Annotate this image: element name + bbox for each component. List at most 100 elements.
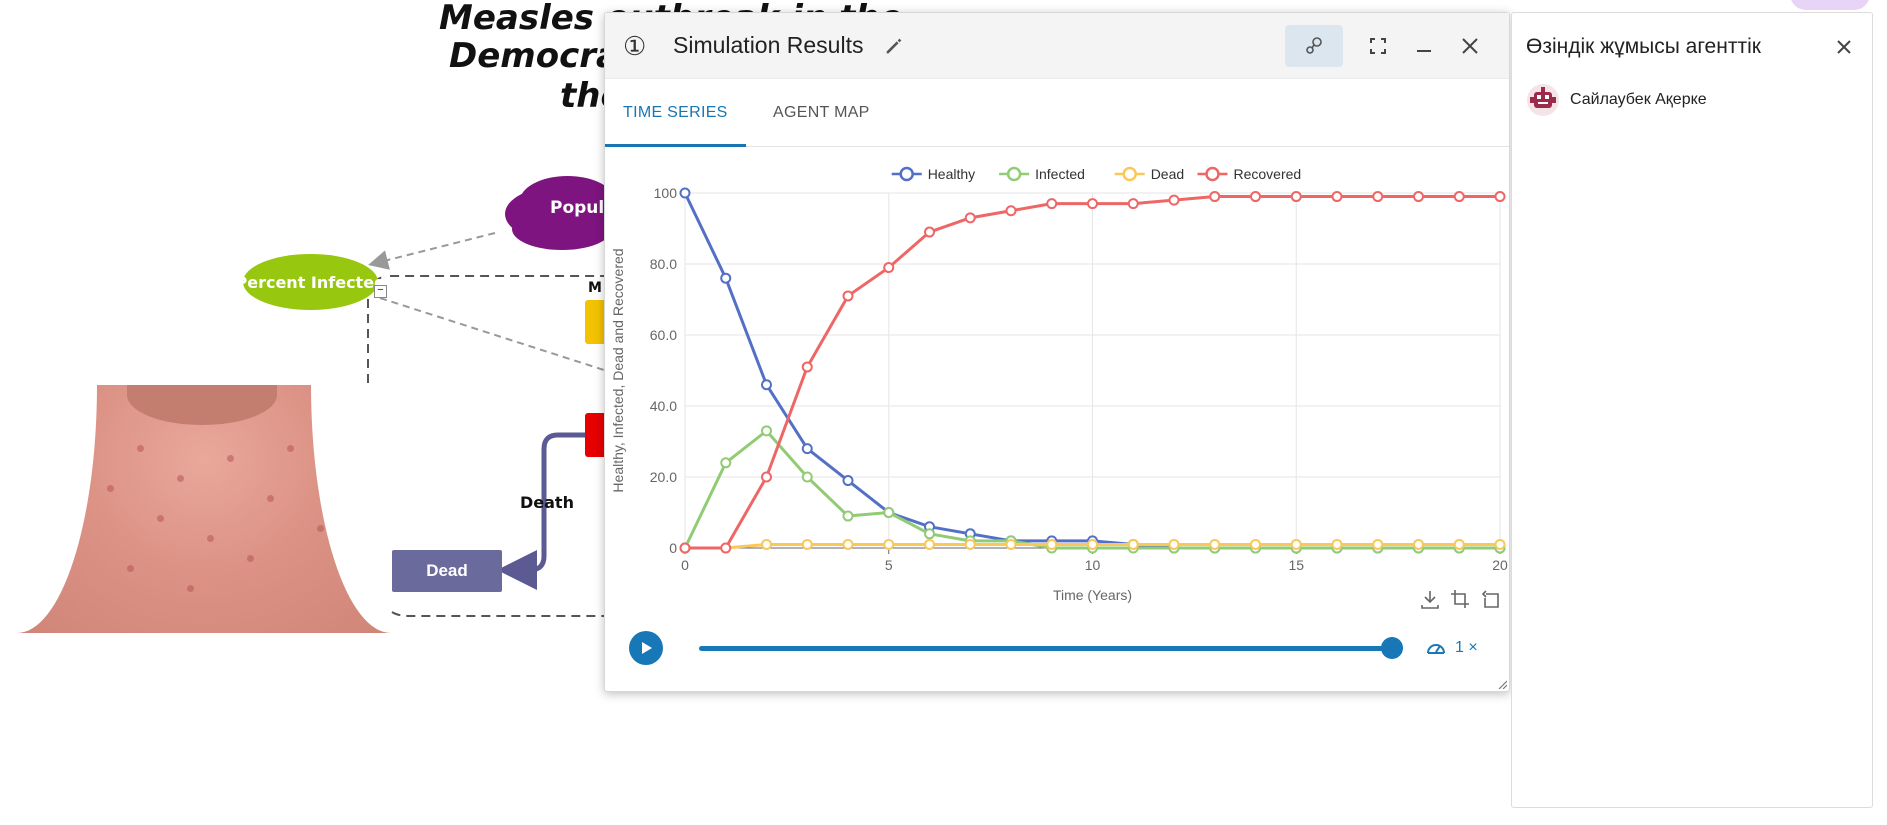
data-point-recovered (1494, 191, 1506, 203)
data-point-recovered (1046, 198, 1058, 210)
download-glyph (1421, 591, 1439, 609)
partial-stock-label: M (588, 280, 602, 296)
play-button[interactable] (629, 631, 663, 665)
y-tick-label: 80.0 (650, 256, 677, 272)
crop-icon[interactable] (1451, 590, 1469, 608)
x-tick-label: 10 (1085, 557, 1101, 573)
data-point-dead (1413, 538, 1424, 550)
minimize-icon (1417, 50, 1431, 52)
data-point-dead (1453, 538, 1465, 550)
data-point-dead (1046, 538, 1058, 550)
simulation-results-window[interactable]: ① Simulation Results (604, 12, 1510, 692)
data-point-healthy (679, 187, 691, 199)
data-point-dead (1372, 538, 1384, 550)
data-point-infected (720, 457, 732, 469)
agent-name: Сайлаубек Ақерке (1570, 91, 1707, 108)
data-point-recovered (720, 542, 732, 554)
data-point-healthy (842, 475, 854, 487)
y-tick-label: 20.0 (650, 469, 677, 485)
tab-time-series[interactable]: TIME SERIES (605, 79, 746, 147)
close-panel-icon[interactable] (1832, 35, 1856, 59)
data-point-healthy (720, 272, 732, 284)
agent-list-item[interactable]: Сайлаубек Ақерке (1526, 83, 1707, 117)
data-point-recovered (1372, 191, 1384, 203)
data-point-recovered (1005, 205, 1017, 217)
legend-item-healthy[interactable]: Healthy (891, 166, 975, 182)
data-point-dead (842, 538, 854, 550)
data-point-dead (1087, 538, 1098, 550)
data-point-dead (801, 538, 813, 550)
collapse-toggle[interactable]: − (374, 285, 387, 298)
data-point-recovered (964, 212, 976, 224)
legend-item-recovered[interactable]: Recovered (1197, 166, 1302, 182)
yellow-stock[interactable] (585, 300, 607, 344)
data-point-recovered (842, 290, 854, 302)
x-tick-label: 5 (885, 557, 893, 573)
data-point-recovered (1413, 191, 1424, 203)
data-point-recovered (1087, 198, 1098, 210)
playback-slider-thumb[interactable] (1381, 637, 1403, 659)
legend-label: Dead (1151, 166, 1184, 182)
robot-avatar-icon (1527, 84, 1559, 116)
minimize-button[interactable] (1395, 25, 1453, 67)
close-window-button[interactable] (1441, 25, 1499, 67)
close-icon (1462, 38, 1478, 54)
data-point-dead (1494, 538, 1506, 550)
data-point-infected (761, 425, 772, 437)
data-point-dead (1168, 538, 1180, 550)
red-stock[interactable] (585, 413, 607, 457)
legend-item-infected[interactable]: Infected (999, 166, 1085, 182)
fullscreen-icon (1370, 38, 1386, 54)
data-point-infected (801, 471, 813, 483)
results-tabs: TIME SERIES AGENT MAP (605, 79, 1509, 147)
legend-marker (1006, 166, 1022, 182)
data-point-recovered (924, 226, 935, 238)
reset-icon[interactable] (1481, 590, 1499, 608)
time-series-chart[interactable]: 0 20.0 40.0 60.0 80.0 100 0 5 10 15 20 Time (Years)… (605, 148, 1511, 618)
y-tick-label: 0 (669, 540, 677, 556)
edit-pencil-icon[interactable] (883, 35, 905, 57)
data-point-recovered (1290, 191, 1302, 203)
data-point-dead (761, 538, 772, 550)
download-icon[interactable] (1421, 591, 1439, 609)
network-toggle-button[interactable] (1285, 25, 1343, 67)
speed-label[interactable]: 1 × (1455, 639, 1478, 656)
data-point-dead (883, 538, 895, 550)
data-point-dead (1290, 538, 1302, 550)
y-tick-label: 100 (654, 185, 678, 201)
y-tick-label: 60.0 (650, 327, 677, 343)
legend-marker (1122, 166, 1137, 182)
window-header[interactable]: ① Simulation Results (605, 13, 1509, 79)
data-point-dead (1250, 538, 1261, 550)
data-point-dead (1331, 538, 1343, 550)
agent-panel: Өзіндік жұмысы агенттік Сайлаубек Ақерке (1511, 12, 1873, 808)
tab-agent-map[interactable]: AGENT MAP (773, 104, 870, 121)
network-icon (1306, 37, 1322, 54)
resize-grip-icon[interactable] (1497, 679, 1507, 689)
legend-label: Healthy (928, 166, 975, 182)
data-point-dead (964, 538, 976, 550)
death-flow-label: Death (520, 493, 574, 512)
speed-gauge-icon[interactable] (1425, 638, 1447, 660)
dead-stock[interactable]: Dead (392, 550, 502, 592)
data-point-healthy (801, 443, 813, 455)
x-axis-label: Time (Years) (1053, 587, 1132, 603)
data-point-healthy (761, 379, 772, 391)
data-point-dead (1005, 538, 1017, 550)
decorative-blob (1790, 0, 1870, 10)
data-point-recovered (679, 542, 691, 554)
legend-marker (899, 166, 914, 182)
data-point-recovered (1127, 198, 1139, 210)
legend-item-dead[interactable]: Dead (1114, 166, 1184, 182)
playback-slider-track[interactable] (699, 646, 1393, 651)
fullscreen-button[interactable] (1349, 25, 1407, 67)
legend-label: Recovered (1234, 166, 1302, 182)
data-point-dead (1209, 538, 1221, 550)
window-title: Simulation Results (673, 32, 864, 58)
crop-glyph (1451, 590, 1469, 608)
y-axis-label: Healthy, Infected, Dead and Recovered (610, 248, 626, 492)
percent-infected-variable[interactable]: Percent Infected (236, 254, 386, 310)
x-tick-label: 0 (681, 557, 689, 573)
reset-glyph (1481, 590, 1499, 608)
